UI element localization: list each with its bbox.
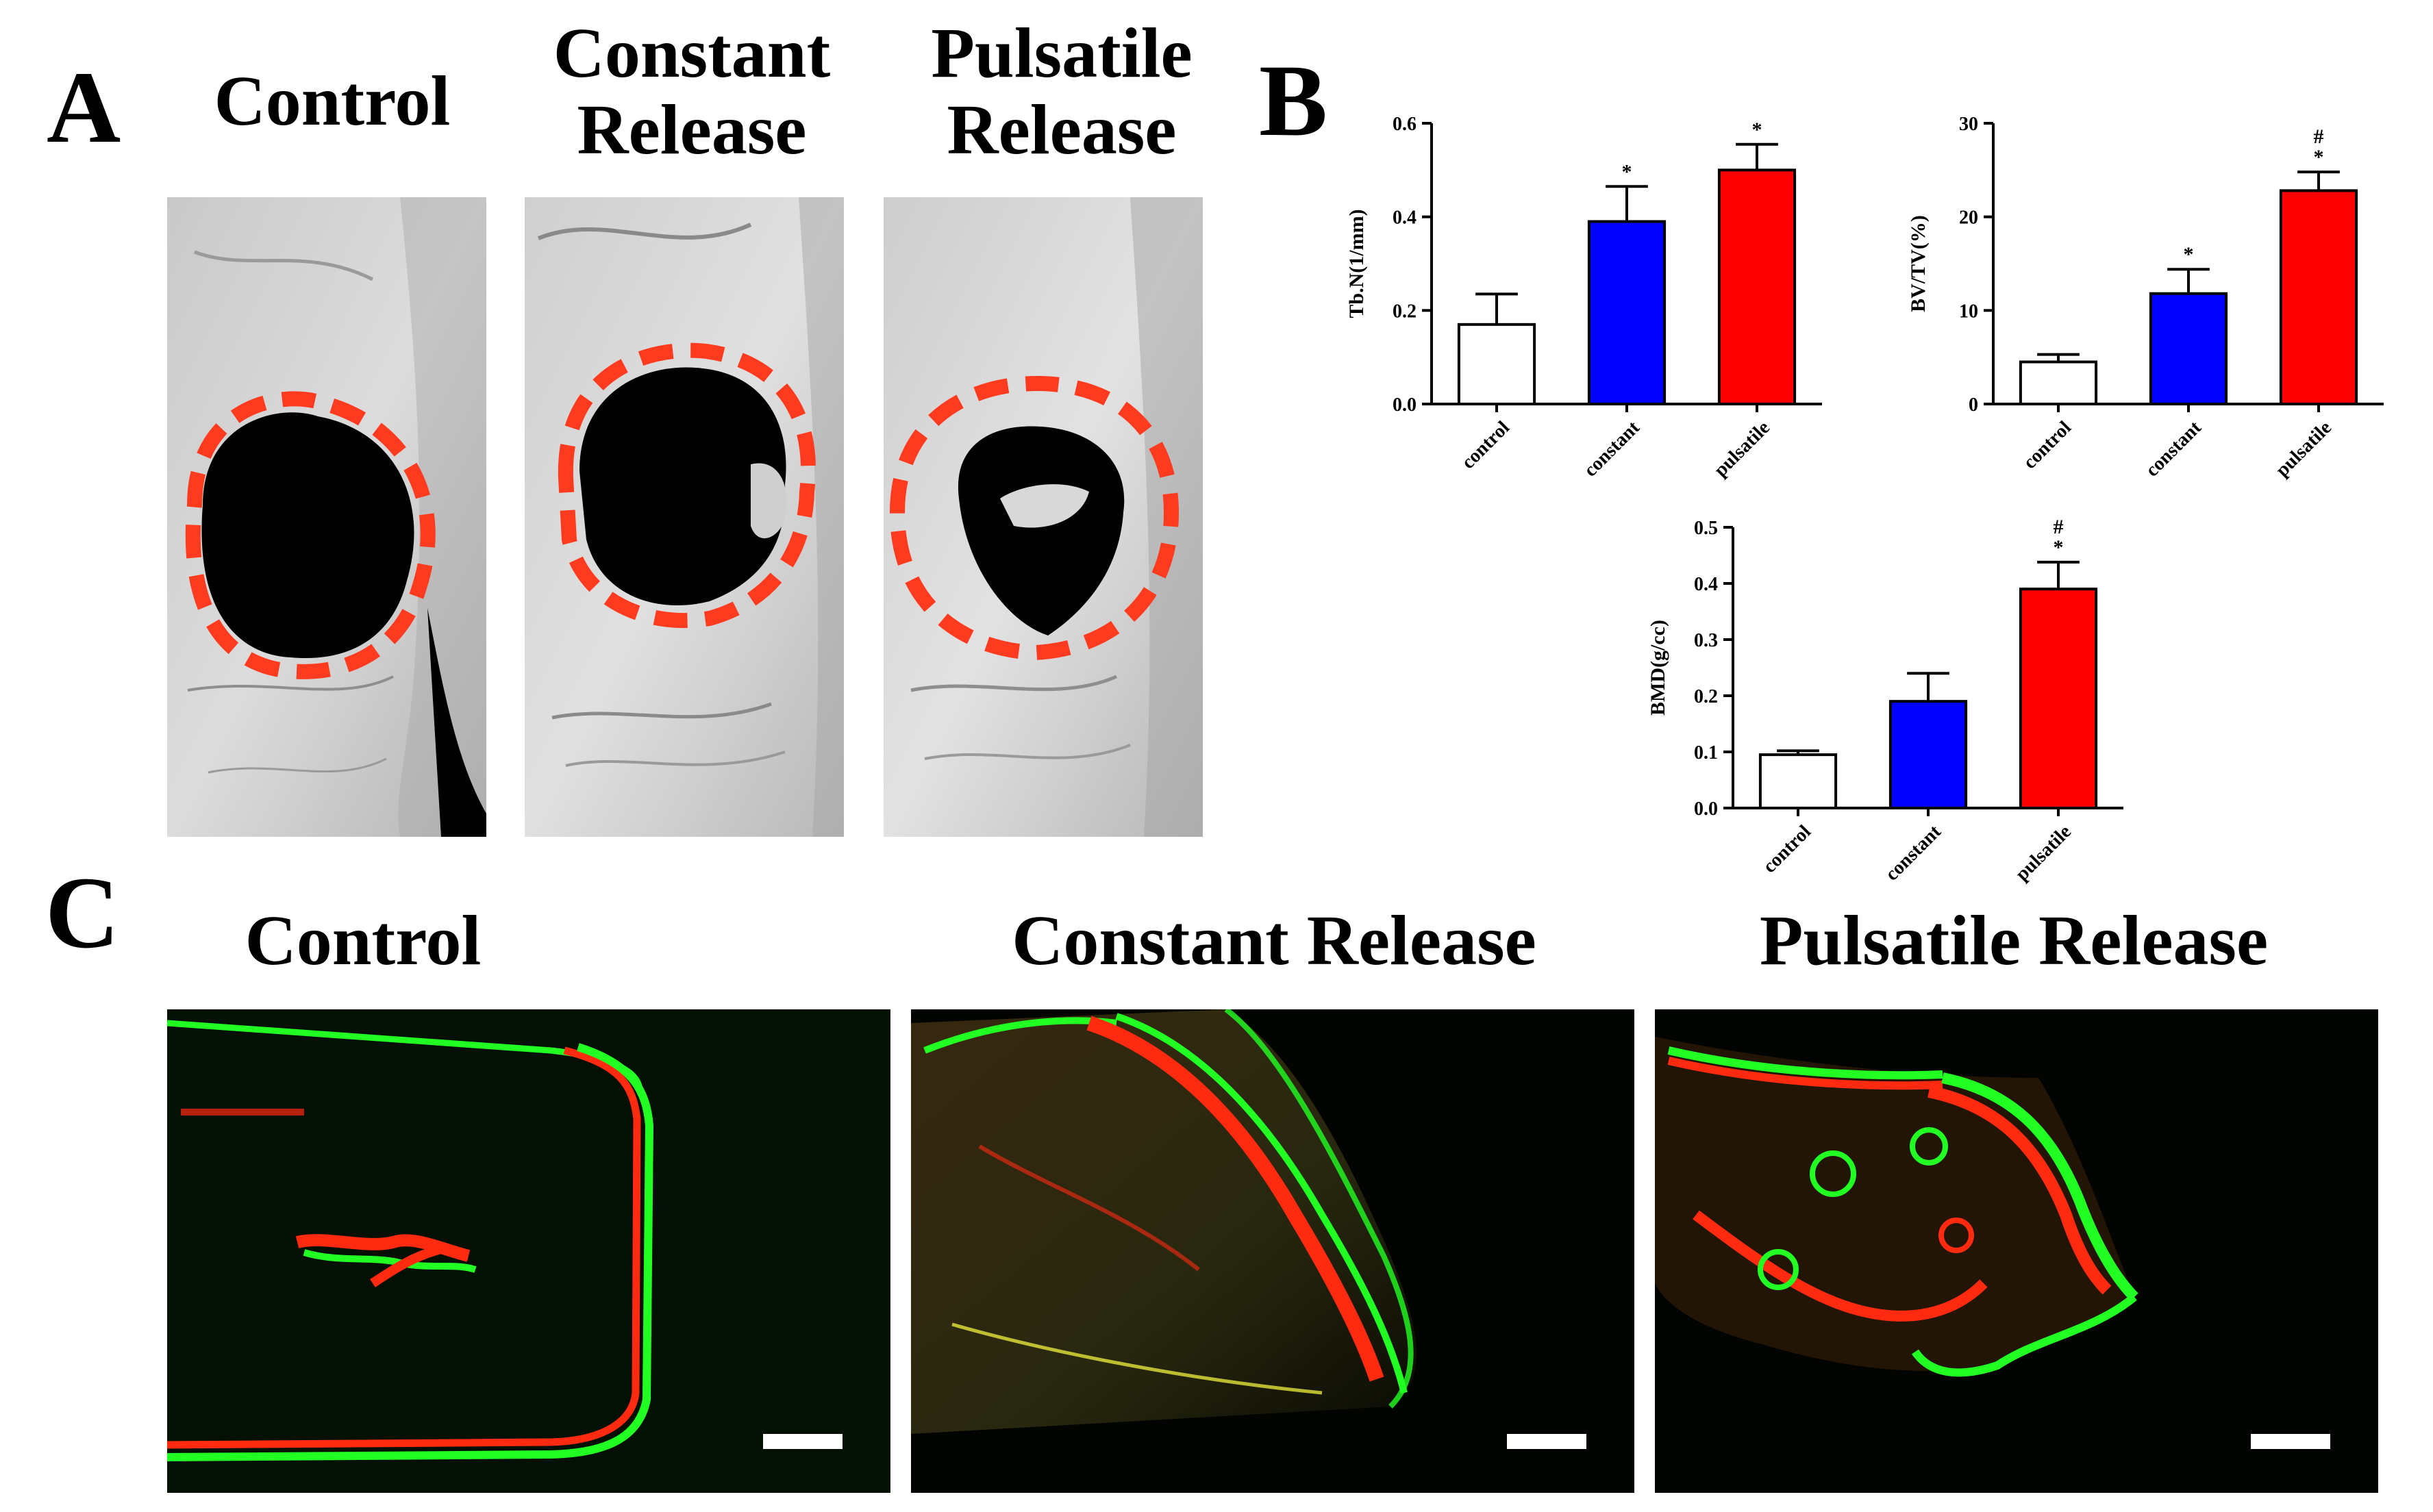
chart-1-sig-mark-pulsatile: # (2314, 125, 2324, 148)
chart-2-ytick-label: 0.2 (1694, 686, 1718, 707)
chart-0-ytick-label: 0.4 (1393, 207, 1417, 229)
chart-bmd: BMD(g/cc) 0.0 0.1 0.2 0.3 0.4 0.5 control consta… (1647, 516, 2123, 885)
chart-0-ylabel: Tb.N(1/mm) (1345, 209, 1368, 318)
chart-1-ylabel: BV/TV(%) (1907, 215, 1930, 312)
chart-0-sig-mark-constant: * (1622, 160, 1632, 183)
chart-1-ytick-label: 20 (1959, 207, 1978, 229)
chart-1-ytick-label: 10 (1959, 301, 1978, 322)
chart-2-ytick-label: 0.0 (1694, 798, 1718, 820)
chart-2-ytick-label: 0.5 (1694, 518, 1718, 539)
fluorescence-image-constant (911, 1009, 1634, 1493)
chart-2-ylabel: BMD(g/cc) (1647, 620, 1669, 716)
chart-tb-n: Tb.N(1/mm) 0.0 0.2 0.4 0.6 control constant * pu… (1345, 114, 1822, 481)
chart-2-bar-control (1758, 753, 1838, 810)
chart-0-ytick-label: 0.6 (1393, 114, 1417, 135)
chart-2-sig-mark-pulsatile: * (2054, 536, 2064, 559)
chart-2-ytick-label: 0.4 (1694, 574, 1718, 595)
chart-1-sig-mark-pulsatile: * (2314, 146, 2324, 168)
chart-2-bar-constant (1888, 700, 1968, 810)
chart-1-xtick-label-constant: constant (2142, 417, 2206, 481)
chart-0-ytick-label: 0.2 (1393, 301, 1417, 322)
panel-c-title-pulsatile: Pulsatile Release (1759, 901, 2269, 980)
chart-1-bar-control (2019, 360, 2098, 405)
ct-image-control (167, 197, 486, 837)
panel-a-letter: A (47, 51, 121, 164)
panel-c-title-constant: Constant Release (1012, 901, 1536, 980)
chart-1-xtick-label-control: control (2019, 417, 2075, 473)
chart-0-sig-mark-pulsatile: * (1752, 118, 1762, 141)
ct-image-pulsatile (884, 197, 1203, 837)
chart-bv-tv: BV/TV(%) 0 10 20 30 control constant * pulsatile… (1907, 114, 2384, 481)
chart-2-ytick-label: 0.3 (1694, 630, 1718, 651)
chart-2-ytick-label: 0.1 (1694, 742, 1718, 764)
panel-b-letter: B (1259, 44, 1328, 158)
chart-0-xtick-label-pulsatile: pulsatile (1710, 417, 1774, 481)
chart-2-sig-mark-pulsatile: # (2054, 516, 2064, 538)
chart-0-bar-pulsatile (1717, 168, 1797, 405)
panel-a-title-control: Control (214, 62, 451, 140)
chart-2-xtick-label-constant: constant (1882, 821, 1946, 885)
fluorescence-image-control (167, 1009, 890, 1493)
chart-1-bar-constant (2149, 292, 2228, 405)
chart-1-ytick-label: 0 (1969, 394, 1978, 416)
chart-2-xtick-label-pulsatile: pulsatile (2012, 821, 2075, 885)
chart-2-xtick-label-control: control (1759, 821, 1815, 877)
chart-0-bar-constant (1587, 220, 1667, 405)
panel-a-title-pulsatile: Pulsatile Release (931, 14, 1193, 170)
panel-a-title-constant: Constant Release (553, 14, 831, 170)
scale-bar (763, 1434, 843, 1449)
chart-1-ytick-label: 30 (1959, 114, 1978, 135)
panel-c-title-control: Control (245, 901, 482, 980)
chart-2-bar-pulsatile (2019, 588, 2098, 809)
panel-c-letter: C (45, 856, 120, 970)
chart-1-bar-pulsatile (2279, 189, 2358, 405)
chart-1-xtick-label-pulsatile: pulsatile (2272, 417, 2336, 481)
chart-1-sig-mark-constant: * (2184, 243, 2194, 266)
chart-0-xtick-label-constant: constant (1580, 417, 1645, 481)
chart-0-bar-control (1457, 323, 1536, 406)
fluorescence-image-pulsatile (1655, 1009, 2378, 1493)
chart-0-ytick-label: 0.0 (1393, 394, 1417, 416)
chart-0-xtick-label-control: control (1458, 417, 1514, 473)
ct-image-constant (525, 197, 844, 837)
